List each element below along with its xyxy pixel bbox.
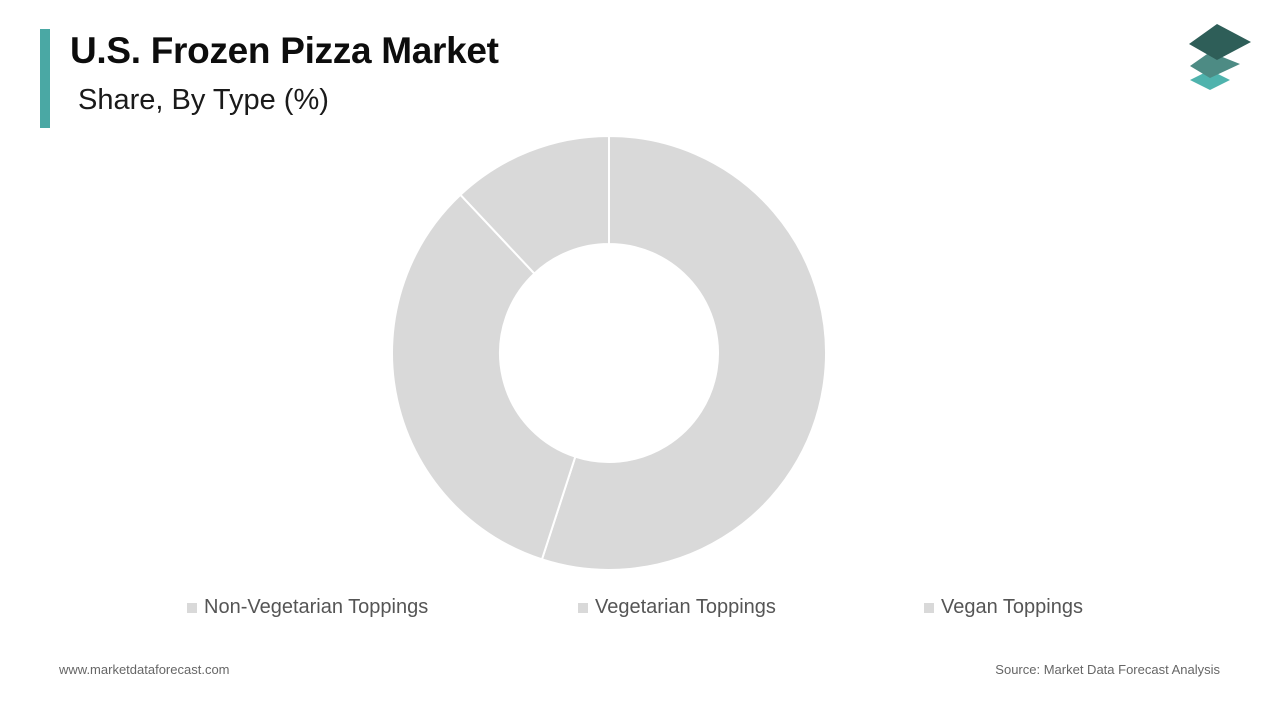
logo-layer-top xyxy=(1189,24,1251,60)
stacked-layers-icon xyxy=(1189,24,1251,90)
legend-label: Vegan Toppings xyxy=(941,596,1083,618)
donut-slices xyxy=(391,134,827,571)
page-title: U.S. Frozen Pizza Market xyxy=(70,30,499,71)
legend-label: Non-Vegetarian Toppings xyxy=(204,596,429,618)
legend-item: Non-Vegetarian Toppings xyxy=(187,596,428,619)
logo-layer-bottom xyxy=(1190,70,1230,90)
legend-item: Vegan Toppings xyxy=(924,596,1083,619)
legend-swatch xyxy=(578,602,588,613)
legend-swatch xyxy=(187,602,197,613)
donut-slice-vegan-toppings xyxy=(459,134,610,275)
legend-item: Vegetarian Toppings xyxy=(578,596,776,619)
source-note: Source: Market Data Forecast Analysis xyxy=(995,662,1220,677)
page-subtitle: Share, By Type (%) xyxy=(78,84,329,116)
title-accent-bar xyxy=(40,29,50,128)
donut-slice-vegetarian-toppings xyxy=(391,193,577,561)
legend-swatch xyxy=(924,602,934,613)
logo-layer-middle xyxy=(1190,52,1240,78)
legend-label: Vegetarian Toppings xyxy=(595,596,776,618)
donut-slice-non-vegetarian-toppings xyxy=(540,134,827,571)
website-url: www.marketdataforecast.com xyxy=(59,662,230,677)
chart-legend: Non-Vegetarian Toppings Vegetarian Toppin… xyxy=(0,596,1280,622)
